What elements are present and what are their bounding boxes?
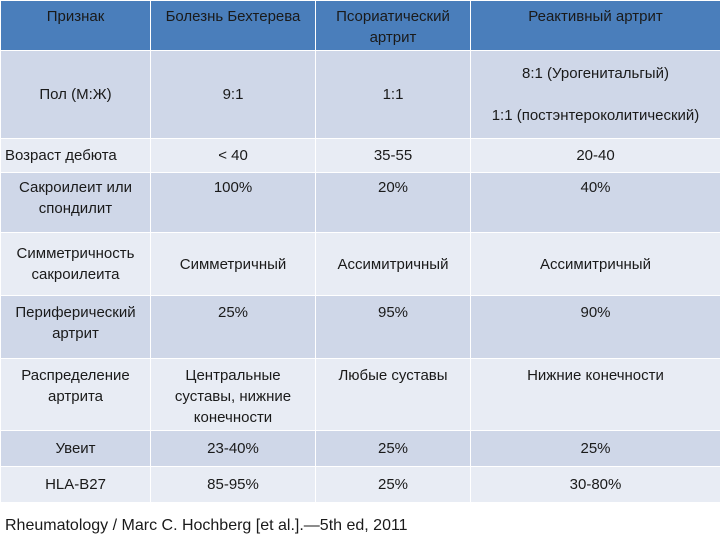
row-label: Увеит xyxy=(0,430,151,467)
table-cell: 30-80% xyxy=(470,466,720,503)
table-row: HLA-B27 85-95% 25% 30-80% xyxy=(0,466,720,503)
table-cell: Нижние конечности xyxy=(470,358,720,431)
table-cell: 85-95% xyxy=(150,466,316,503)
table-cell: < 40 xyxy=(150,138,316,173)
row-label: Симметричность сакроилеита xyxy=(0,232,151,296)
table-cell: Ассимитричный xyxy=(315,232,471,296)
header-row: Признак Болезнь Бехтерева Псориатический… xyxy=(0,0,720,51)
table-cell: 9:1 xyxy=(150,50,316,139)
cell-line-postenterocolitic: 1:1 (постэнтероколитический) xyxy=(491,106,700,124)
row-label: Возраст дебюта xyxy=(0,138,151,173)
table-cell: 25% xyxy=(315,466,471,503)
header-feature: Признак xyxy=(0,0,151,51)
table-row: Пол (М:Ж) 9:1 1:1 8:1 (Урогенитальгый) 1… xyxy=(0,50,720,139)
row-label: Сакроилеит или спондилит xyxy=(0,172,151,233)
header-bechterew: Болезнь Бехтерева xyxy=(150,0,316,51)
table-cell: 23-40% xyxy=(150,430,316,467)
table-cell: 90% xyxy=(470,295,720,359)
table-cell: 25% xyxy=(150,295,316,359)
cell-line-urogenital: 8:1 (Урогенитальгый) xyxy=(522,64,669,82)
table-row: Распределение артрита Центральные сустав… xyxy=(0,358,720,431)
table-cell: 20-40 xyxy=(470,138,720,173)
table-cell: 8:1 (Урогенитальгый) 1:1 (постэнтероколи… xyxy=(470,50,720,139)
row-label: Пол (М:Ж) xyxy=(0,50,151,139)
row-label: Периферический артрит xyxy=(0,295,151,359)
table-cell: 25% xyxy=(315,430,471,467)
table-cell: Симметричный xyxy=(150,232,316,296)
row-label: HLA-B27 xyxy=(0,466,151,503)
table-row: Возраст дебюта < 40 35-55 20-40 xyxy=(0,138,720,173)
table-cell: Любые суставы xyxy=(315,358,471,431)
table-cell: 1:1 xyxy=(315,50,471,139)
table-cell: Центральные суставы, нижние конечности xyxy=(150,358,316,431)
header-reactive: Реактивный артрит xyxy=(470,0,720,51)
table-row: Сакроилеит или спондилит 100% 20% 40% xyxy=(0,172,720,233)
table-cell: 35-55 xyxy=(315,138,471,173)
table-cell: 25% xyxy=(470,430,720,467)
table-cell: 20% xyxy=(315,172,471,233)
table-row: Увеит 23-40% 25% 25% xyxy=(0,430,720,467)
citation: Rheumatology / Marc C. Hochberg [et al.]… xyxy=(5,517,408,534)
comparison-table: Признак Болезнь Бехтерева Псориатический… xyxy=(0,0,720,503)
header-psoriatic: Псориатический артрит xyxy=(315,0,471,51)
table-row: Симметричность сакроилеита Симметричный … xyxy=(0,232,720,296)
row-label: Распределение артрита xyxy=(0,358,151,431)
table-cell: Ассимитричный xyxy=(470,232,720,296)
table-cell: 40% xyxy=(470,172,720,233)
table-cell: 100% xyxy=(150,172,316,233)
table-cell: 95% xyxy=(315,295,471,359)
table-row: Периферический артрит 25% 95% 90% xyxy=(0,295,720,359)
